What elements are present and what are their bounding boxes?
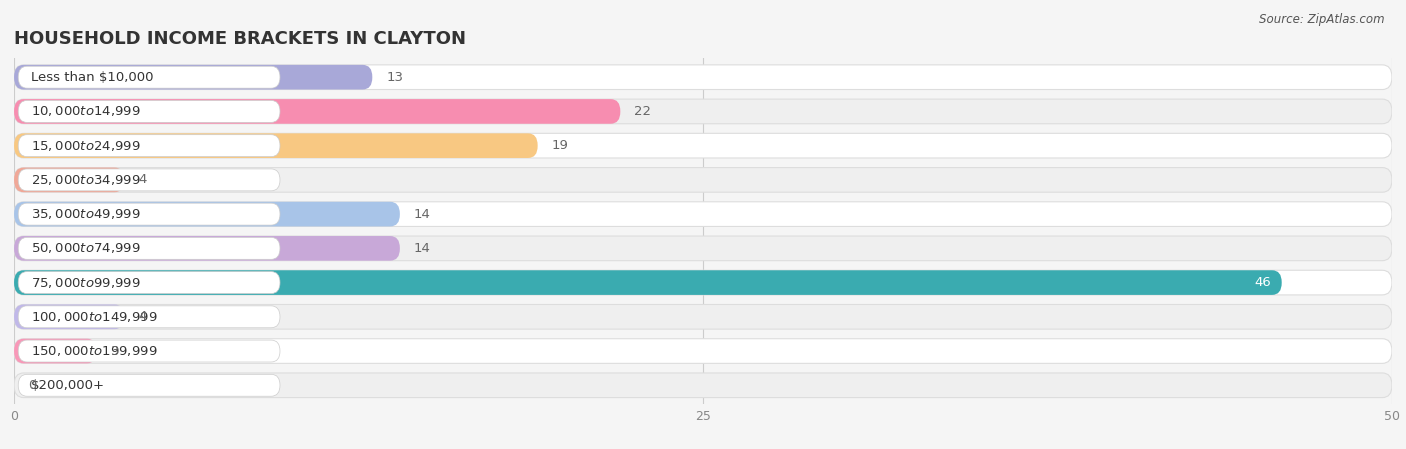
FancyBboxPatch shape xyxy=(14,339,97,363)
Text: 4: 4 xyxy=(138,310,146,323)
Text: $100,000 to $149,999: $100,000 to $149,999 xyxy=(31,310,157,324)
FancyBboxPatch shape xyxy=(14,99,620,124)
FancyBboxPatch shape xyxy=(14,304,1392,329)
FancyBboxPatch shape xyxy=(18,203,280,225)
FancyBboxPatch shape xyxy=(18,238,280,260)
Text: $10,000 to $14,999: $10,000 to $14,999 xyxy=(31,105,141,119)
FancyBboxPatch shape xyxy=(18,169,280,191)
FancyBboxPatch shape xyxy=(18,66,280,88)
FancyBboxPatch shape xyxy=(14,167,124,192)
Text: 4: 4 xyxy=(138,173,146,186)
FancyBboxPatch shape xyxy=(14,65,1392,89)
Text: 13: 13 xyxy=(387,70,404,84)
FancyBboxPatch shape xyxy=(14,99,1392,124)
Text: 22: 22 xyxy=(634,105,651,118)
FancyBboxPatch shape xyxy=(14,236,399,261)
FancyBboxPatch shape xyxy=(14,270,1282,295)
Text: 14: 14 xyxy=(413,242,430,255)
Text: $35,000 to $49,999: $35,000 to $49,999 xyxy=(31,207,141,221)
FancyBboxPatch shape xyxy=(14,270,1392,295)
FancyBboxPatch shape xyxy=(18,272,280,294)
Text: HOUSEHOLD INCOME BRACKETS IN CLAYTON: HOUSEHOLD INCOME BRACKETS IN CLAYTON xyxy=(14,31,465,48)
Text: $15,000 to $24,999: $15,000 to $24,999 xyxy=(31,139,141,153)
FancyBboxPatch shape xyxy=(18,374,280,396)
Text: Less than $10,000: Less than $10,000 xyxy=(31,70,153,84)
Text: $50,000 to $74,999: $50,000 to $74,999 xyxy=(31,242,141,255)
FancyBboxPatch shape xyxy=(14,202,1392,226)
Text: $150,000 to $199,999: $150,000 to $199,999 xyxy=(31,344,157,358)
Text: 3: 3 xyxy=(111,344,120,357)
FancyBboxPatch shape xyxy=(14,339,1392,363)
FancyBboxPatch shape xyxy=(14,133,1392,158)
Text: $25,000 to $34,999: $25,000 to $34,999 xyxy=(31,173,141,187)
FancyBboxPatch shape xyxy=(14,167,1392,192)
FancyBboxPatch shape xyxy=(14,373,1392,398)
FancyBboxPatch shape xyxy=(14,65,373,89)
FancyBboxPatch shape xyxy=(18,306,280,328)
FancyBboxPatch shape xyxy=(18,135,280,157)
FancyBboxPatch shape xyxy=(14,202,399,226)
Text: 14: 14 xyxy=(413,207,430,220)
Text: 0: 0 xyxy=(28,379,37,392)
Text: 19: 19 xyxy=(551,139,568,152)
FancyBboxPatch shape xyxy=(14,236,1392,261)
Text: 46: 46 xyxy=(1254,276,1271,289)
Text: $75,000 to $99,999: $75,000 to $99,999 xyxy=(31,276,141,290)
FancyBboxPatch shape xyxy=(18,101,280,123)
Text: $200,000+: $200,000+ xyxy=(31,379,104,392)
FancyBboxPatch shape xyxy=(18,340,280,362)
FancyBboxPatch shape xyxy=(14,304,124,329)
FancyBboxPatch shape xyxy=(14,133,537,158)
Text: Source: ZipAtlas.com: Source: ZipAtlas.com xyxy=(1260,13,1385,26)
